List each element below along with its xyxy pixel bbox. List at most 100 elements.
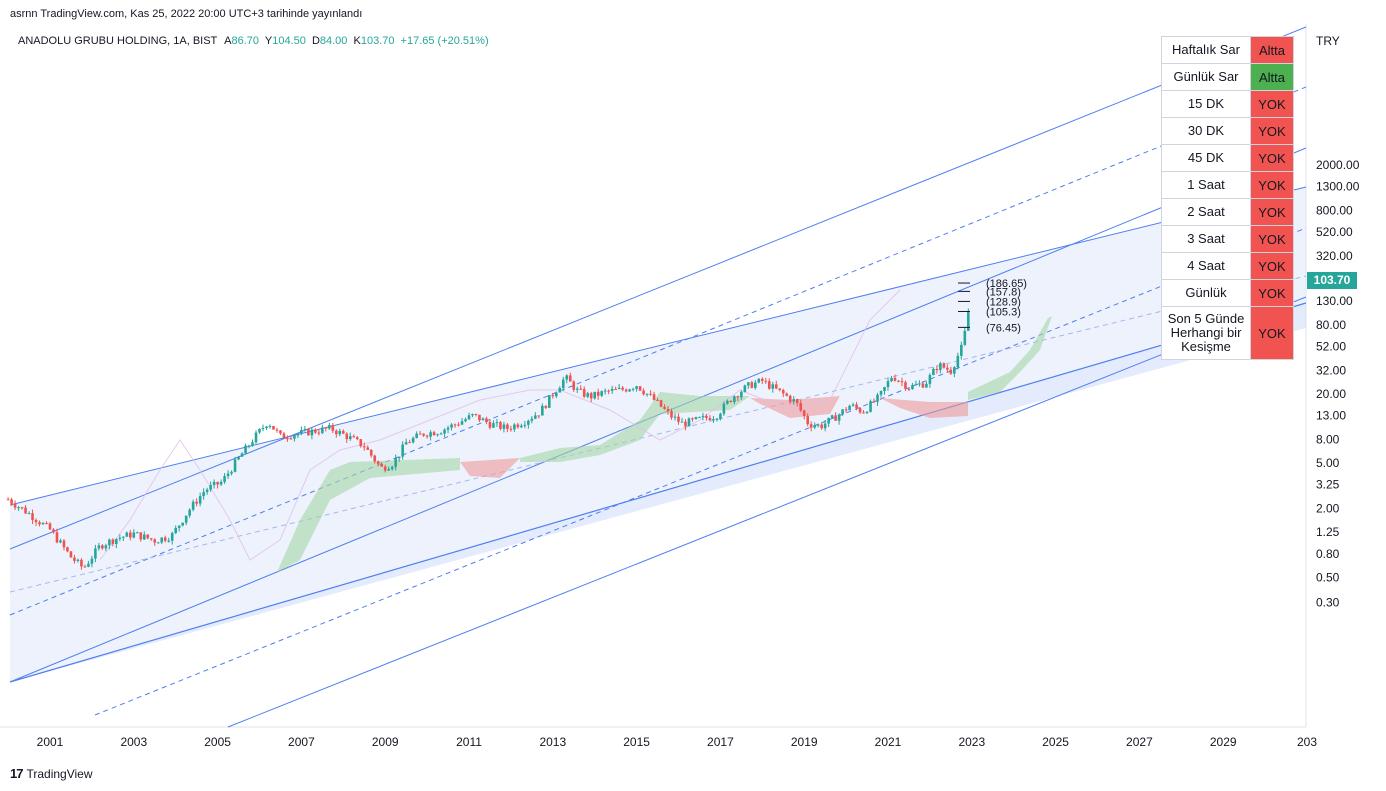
candle-body — [453, 424, 457, 426]
candle-body — [778, 388, 782, 391]
x-tick-label: 2013 — [539, 735, 566, 749]
candle-body — [38, 522, 41, 525]
candle-body — [911, 384, 914, 390]
candle-body — [565, 375, 569, 380]
candle-body — [31, 513, 34, 521]
symbol-label: ANADOLU GRUBU HOLDING, 1A, BIST — [18, 35, 218, 47]
candle-body — [694, 417, 698, 419]
status-row: Günlük Sar Altta — [1161, 63, 1294, 91]
candle-body — [527, 420, 530, 425]
candle-body — [900, 381, 904, 383]
candle-body — [41, 523, 45, 525]
candle-body — [897, 380, 900, 382]
candle-body — [142, 534, 146, 540]
candle-body — [90, 558, 94, 564]
candle-body — [858, 408, 862, 413]
candle-body — [942, 363, 946, 368]
candle-body — [893, 377, 897, 381]
tradingview-logo[interactable]: 17 TradingView — [10, 766, 93, 781]
currency-label: TRY — [1316, 34, 1340, 48]
candle-body — [841, 409, 844, 415]
candle-body — [687, 418, 691, 427]
candle-body — [478, 414, 481, 421]
candle-body — [345, 433, 349, 440]
candle-body — [806, 415, 809, 425]
status-row-name: 15 DK — [1161, 90, 1251, 118]
cloud-green-2 — [520, 392, 750, 462]
candle-body — [342, 430, 345, 434]
status-row: 2 Saat YOK — [1161, 198, 1294, 226]
candle-body — [258, 428, 261, 433]
y-tick-label: 3.25 — [1316, 477, 1340, 491]
candle-body — [282, 433, 286, 439]
y-tick-label: 5.00 — [1316, 456, 1340, 470]
candle-body — [369, 449, 373, 456]
candle-body — [799, 402, 803, 411]
x-tick-label: 2005 — [204, 735, 231, 749]
candle-body — [722, 403, 726, 414]
candle-body — [642, 390, 645, 395]
candle-body — [108, 539, 111, 546]
status-row: 3 Saat YOK — [1161, 225, 1294, 253]
cloud-red-3 — [880, 398, 968, 418]
candle-body — [516, 424, 520, 428]
candle-body — [879, 391, 883, 395]
open-value: 86.70 — [231, 35, 260, 47]
candle-body — [656, 399, 659, 401]
candle-body — [872, 401, 876, 403]
candle-body — [191, 501, 195, 510]
x-tick-label: 2015 — [623, 735, 650, 749]
candle-body — [244, 445, 247, 454]
status-row-value: YOK — [1250, 279, 1294, 307]
candle-body — [520, 425, 523, 428]
cloud-red-2 — [750, 396, 840, 418]
candle-body — [774, 384, 778, 389]
candle-body — [24, 507, 27, 514]
y-tick-label: 2.00 — [1316, 501, 1340, 515]
candle-body — [335, 430, 338, 435]
candle-body — [122, 536, 125, 538]
candle-body — [967, 312, 970, 331]
candle-body — [436, 434, 439, 436]
candle-body — [708, 417, 712, 421]
upper-parallel-line — [9, 26, 1307, 550]
candle-body — [809, 424, 813, 428]
candle-body — [876, 394, 879, 402]
candle-body — [279, 430, 282, 434]
candle-body — [17, 507, 20, 509]
candle-body — [139, 532, 143, 540]
candle-body — [680, 421, 684, 423]
y-tick-label: 0.50 — [1316, 570, 1340, 584]
candle-body — [621, 387, 624, 390]
candle-body — [607, 390, 610, 392]
candle-body — [390, 466, 394, 470]
status-table: Haftalık Sar Altta Günlük Sar Altta 15 DK YOK… — [1161, 36, 1294, 360]
status-row-value: YOK — [1250, 252, 1294, 280]
candle-body — [415, 433, 418, 438]
candle-body — [464, 419, 467, 422]
candle-body — [907, 388, 911, 390]
candle-body — [20, 507, 24, 509]
cloud-green-1 — [278, 458, 460, 572]
candle-body — [530, 418, 534, 421]
candle-body — [59, 540, 62, 543]
candle-body — [883, 387, 886, 392]
high-value: 104.50 — [272, 35, 306, 47]
x-tick-label: 2009 — [372, 735, 399, 749]
low-value: 84.00 — [319, 35, 348, 47]
candle-body — [111, 539, 115, 545]
candle-body — [408, 442, 411, 444]
candle-body — [62, 540, 66, 548]
candle-body — [596, 391, 600, 396]
candle-body — [575, 388, 579, 390]
candle-body — [921, 383, 925, 388]
y-tick-label: 80.00 — [1316, 318, 1346, 332]
ichimoku-cloud — [278, 316, 1052, 572]
candle-body — [561, 379, 565, 389]
candle-body — [603, 390, 607, 392]
candle-body — [837, 414, 841, 421]
candle-body — [949, 369, 953, 374]
candle-body — [300, 430, 303, 434]
candle-body — [184, 515, 188, 523]
